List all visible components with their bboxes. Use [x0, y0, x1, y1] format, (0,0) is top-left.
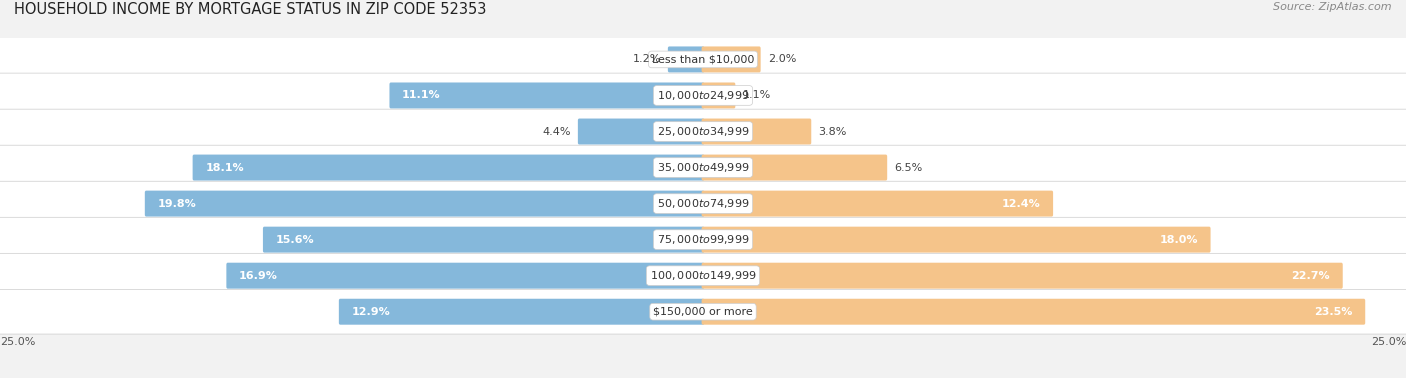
Text: 23.5%: 23.5%: [1315, 307, 1353, 317]
FancyBboxPatch shape: [702, 155, 887, 181]
FancyBboxPatch shape: [0, 109, 1406, 154]
FancyBboxPatch shape: [193, 155, 704, 181]
FancyBboxPatch shape: [0, 37, 1406, 82]
FancyBboxPatch shape: [668, 46, 704, 73]
Text: HOUSEHOLD INCOME BY MORTGAGE STATUS IN ZIP CODE 52353: HOUSEHOLD INCOME BY MORTGAGE STATUS IN Z…: [14, 2, 486, 17]
FancyBboxPatch shape: [578, 119, 704, 144]
Text: 6.5%: 6.5%: [894, 163, 922, 172]
FancyBboxPatch shape: [0, 145, 1406, 190]
Text: $50,000 to $74,999: $50,000 to $74,999: [657, 197, 749, 210]
Text: 19.8%: 19.8%: [157, 198, 197, 209]
FancyBboxPatch shape: [702, 82, 735, 108]
Text: 16.9%: 16.9%: [239, 271, 278, 281]
FancyBboxPatch shape: [0, 217, 1406, 262]
Text: 1.2%: 1.2%: [633, 54, 661, 64]
FancyBboxPatch shape: [702, 263, 1343, 289]
FancyBboxPatch shape: [0, 73, 1406, 118]
Legend: Without Mortgage, With Mortgage: Without Mortgage, With Mortgage: [568, 375, 838, 378]
FancyBboxPatch shape: [702, 46, 761, 73]
Text: 18.0%: 18.0%: [1160, 235, 1198, 245]
Text: 12.9%: 12.9%: [352, 307, 391, 317]
FancyBboxPatch shape: [226, 263, 704, 289]
Text: 2.0%: 2.0%: [768, 54, 796, 64]
Text: Less than $10,000: Less than $10,000: [652, 54, 754, 64]
FancyBboxPatch shape: [0, 253, 1406, 298]
FancyBboxPatch shape: [339, 299, 704, 325]
Text: Source: ZipAtlas.com: Source: ZipAtlas.com: [1274, 2, 1392, 12]
FancyBboxPatch shape: [702, 119, 811, 144]
Text: 4.4%: 4.4%: [543, 127, 571, 136]
Text: 25.0%: 25.0%: [1371, 337, 1406, 347]
Text: $10,000 to $24,999: $10,000 to $24,999: [657, 89, 749, 102]
Text: 18.1%: 18.1%: [205, 163, 243, 172]
Text: 12.4%: 12.4%: [1001, 198, 1040, 209]
FancyBboxPatch shape: [702, 299, 1365, 325]
Text: 11.1%: 11.1%: [402, 90, 440, 101]
Text: 22.7%: 22.7%: [1292, 271, 1330, 281]
FancyBboxPatch shape: [389, 82, 704, 108]
FancyBboxPatch shape: [145, 191, 704, 217]
Text: $75,000 to $99,999: $75,000 to $99,999: [657, 233, 749, 246]
Text: 1.1%: 1.1%: [742, 90, 770, 101]
Text: 25.0%: 25.0%: [0, 337, 35, 347]
Text: $35,000 to $49,999: $35,000 to $49,999: [657, 161, 749, 174]
Text: 3.8%: 3.8%: [818, 127, 846, 136]
FancyBboxPatch shape: [702, 227, 1211, 253]
FancyBboxPatch shape: [702, 191, 1053, 217]
Text: $25,000 to $34,999: $25,000 to $34,999: [657, 125, 749, 138]
Text: $100,000 to $149,999: $100,000 to $149,999: [650, 269, 756, 282]
FancyBboxPatch shape: [0, 181, 1406, 226]
FancyBboxPatch shape: [263, 227, 704, 253]
Text: $150,000 or more: $150,000 or more: [654, 307, 752, 317]
Text: 15.6%: 15.6%: [276, 235, 314, 245]
FancyBboxPatch shape: [0, 290, 1406, 334]
